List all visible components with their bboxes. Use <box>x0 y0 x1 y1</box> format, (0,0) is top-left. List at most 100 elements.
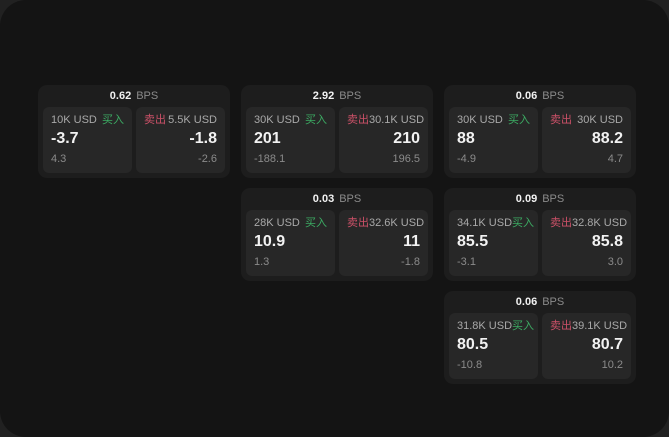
bps-value: 0.09 <box>515 193 538 205</box>
bps-unit-label: BPS <box>542 296 565 308</box>
sell-size-label: 32.8K USD <box>572 217 628 229</box>
buy-price-tile[interactable]: 28K USD 买入 10.9 1.3 <box>246 210 335 276</box>
sell-price-tile[interactable]: 卖出 30K USD 88.2 4.7 <box>542 107 631 173</box>
sell-side-label: 卖出 <box>550 114 572 126</box>
sell-side-label: 卖出 <box>347 114 369 126</box>
buy-size-label: 10K USD <box>51 114 97 126</box>
sell-delta-value: 3.0 <box>607 256 623 268</box>
bps-unit-label: BPS <box>136 90 159 102</box>
sell-price-tile[interactable]: 卖出 32.8K USD 85.8 3.0 <box>542 210 631 276</box>
buy-price-value: 10.9 <box>254 233 286 250</box>
sell-tile-header: 卖出 5.5K USD <box>144 114 217 127</box>
sell-delta-value: 10.2 <box>601 359 623 371</box>
sell-size-label: 39.1K USD <box>572 320 628 332</box>
bps-value: 0.62 <box>109 90 132 102</box>
sell-tile-header: 卖出 32.6K USD <box>347 217 424 230</box>
sell-size-label: 5.5K USD <box>168 114 217 126</box>
sell-price-tile[interactable]: 卖出 32.6K USD 11 -1.8 <box>339 210 428 276</box>
price-panels: 30K USD 买入 88 -4.9 卖出 30K USD 88.2 4.7 <box>449 107 631 173</box>
bps-value: 0.06 <box>515 90 538 102</box>
sell-delta-value: 196.5 <box>392 153 420 165</box>
buy-price-value: -3.7 <box>51 130 79 147</box>
buy-size-label: 30K USD <box>457 114 503 126</box>
price-panels: 10K USD 买入 -3.7 4.3 卖出 5.5K USD -1.8 -2.… <box>43 107 225 173</box>
bps-unit-label: BPS <box>542 193 565 205</box>
sell-price-value: -1.8 <box>189 130 217 147</box>
bps-header: 0.62 BPS <box>43 85 225 107</box>
sell-price-value: 210 <box>393 130 420 147</box>
sell-delta-value: 4.7 <box>607 153 623 165</box>
bps-value: 0.03 <box>312 193 335 205</box>
sell-price-tile[interactable]: 卖出 5.5K USD -1.8 -2.6 <box>136 107 225 173</box>
quote-card: 0.06 BPS 31.8K USD 买入 80.5 -10.8 卖出 39.1… <box>444 291 636 384</box>
buy-price-value: 88 <box>457 130 475 147</box>
sell-side-label: 卖出 <box>347 217 369 229</box>
buy-price-tile[interactable]: 10K USD 买入 -3.7 4.3 <box>43 107 132 173</box>
buy-delta-value: 4.3 <box>51 153 67 165</box>
sell-price-value: 80.7 <box>591 336 623 353</box>
bps-header: 2.92 BPS <box>246 85 428 107</box>
sell-size-label: 30.1K USD <box>369 114 425 126</box>
sell-delta-value: -2.6 <box>198 153 217 165</box>
buy-tile-header: 10K USD 买入 <box>51 114 124 127</box>
buy-tile-header: 30K USD 买入 <box>254 114 327 127</box>
buy-delta-value: -3.1 <box>457 256 476 268</box>
bps-header: 0.06 BPS <box>449 291 631 313</box>
buy-delta-value: 1.3 <box>254 256 270 268</box>
buy-side-label: 买入 <box>508 114 530 126</box>
buy-side-label: 买入 <box>305 114 327 126</box>
buy-tile-header: 31.8K USD 买入 <box>457 320 534 333</box>
quote-card-grid: 0.62 BPS 10K USD 买入 -3.7 4.3 卖出 5.5K USD <box>38 85 636 384</box>
sell-size-label: 30K USD <box>577 114 623 126</box>
quote-card: 0.62 BPS 10K USD 买入 -3.7 4.3 卖出 5.5K USD <box>38 85 230 178</box>
sell-tile-header: 卖出 30K USD <box>550 114 623 127</box>
buy-side-label: 买入 <box>512 217 535 229</box>
sell-side-label: 卖出 <box>550 217 572 229</box>
buy-price-value: 80.5 <box>457 336 489 353</box>
bps-value: 2.92 <box>312 90 335 102</box>
sell-size-label: 32.6K USD <box>369 217 425 229</box>
buy-size-label: 28K USD <box>254 217 300 229</box>
buy-side-label: 买入 <box>102 114 124 126</box>
buy-delta-value: -4.9 <box>457 153 476 165</box>
bps-header: 0.03 BPS <box>246 188 428 210</box>
bps-header: 0.06 BPS <box>449 85 631 107</box>
price-panels: 30K USD 买入 201 -188.1 卖出 30.1K USD 210 1… <box>246 107 428 173</box>
sell-price-value: 88.2 <box>591 130 623 147</box>
buy-tile-header: 28K USD 买入 <box>254 217 327 230</box>
sell-price-value: 11 <box>403 233 420 250</box>
quote-card: 0.03 BPS 28K USD 买入 10.9 1.3 卖出 32.6K US… <box>241 188 433 281</box>
bps-unit-label: BPS <box>542 90 565 102</box>
buy-side-label: 买入 <box>512 320 535 332</box>
buy-tile-header: 30K USD 买入 <box>457 114 530 127</box>
sell-side-label: 卖出 <box>550 320 572 332</box>
sell-price-tile[interactable]: 卖出 39.1K USD 80.7 10.2 <box>542 313 631 379</box>
sell-side-label: 卖出 <box>144 114 166 126</box>
buy-side-label: 买入 <box>305 217 327 229</box>
price-panels: 31.8K USD 买入 80.5 -10.8 卖出 39.1K USD 80.… <box>449 313 631 379</box>
buy-price-value: 85.5 <box>457 233 489 250</box>
buy-size-label: 34.1K USD <box>457 217 513 229</box>
buy-tile-header: 34.1K USD 买入 <box>457 217 534 230</box>
sell-delta-value: -1.8 <box>401 256 420 268</box>
buy-size-label: 31.8K USD <box>457 320 513 332</box>
buy-price-value: 201 <box>254 130 281 147</box>
buy-size-label: 30K USD <box>254 114 300 126</box>
quote-card: 0.09 BPS 34.1K USD 买入 85.5 -3.1 卖出 32.8K… <box>444 188 636 281</box>
buy-price-tile[interactable]: 34.1K USD 买入 85.5 -3.1 <box>449 210 538 276</box>
buy-price-tile[interactable]: 31.8K USD 买入 80.5 -10.8 <box>449 313 538 379</box>
sell-price-value: 85.8 <box>591 233 623 250</box>
sell-tile-header: 卖出 30.1K USD <box>347 114 424 127</box>
sell-tile-header: 卖出 39.1K USD <box>550 320 627 333</box>
quote-card: 0.06 BPS 30K USD 买入 88 -4.9 卖出 30K USD <box>444 85 636 178</box>
buy-price-tile[interactable]: 30K USD 买入 201 -188.1 <box>246 107 335 173</box>
bps-unit-label: BPS <box>339 90 362 102</box>
buy-delta-value: -10.8 <box>457 359 483 371</box>
quote-card: 2.92 BPS 30K USD 买入 201 -188.1 卖出 30.1K … <box>241 85 433 178</box>
price-panels: 34.1K USD 买入 85.5 -3.1 卖出 32.8K USD 85.8… <box>449 210 631 276</box>
buy-delta-value: -188.1 <box>254 153 286 165</box>
price-panels: 28K USD 买入 10.9 1.3 卖出 32.6K USD 11 -1.8 <box>246 210 428 276</box>
sell-price-tile[interactable]: 卖出 30.1K USD 210 196.5 <box>339 107 428 173</box>
buy-price-tile[interactable]: 30K USD 买入 88 -4.9 <box>449 107 538 173</box>
